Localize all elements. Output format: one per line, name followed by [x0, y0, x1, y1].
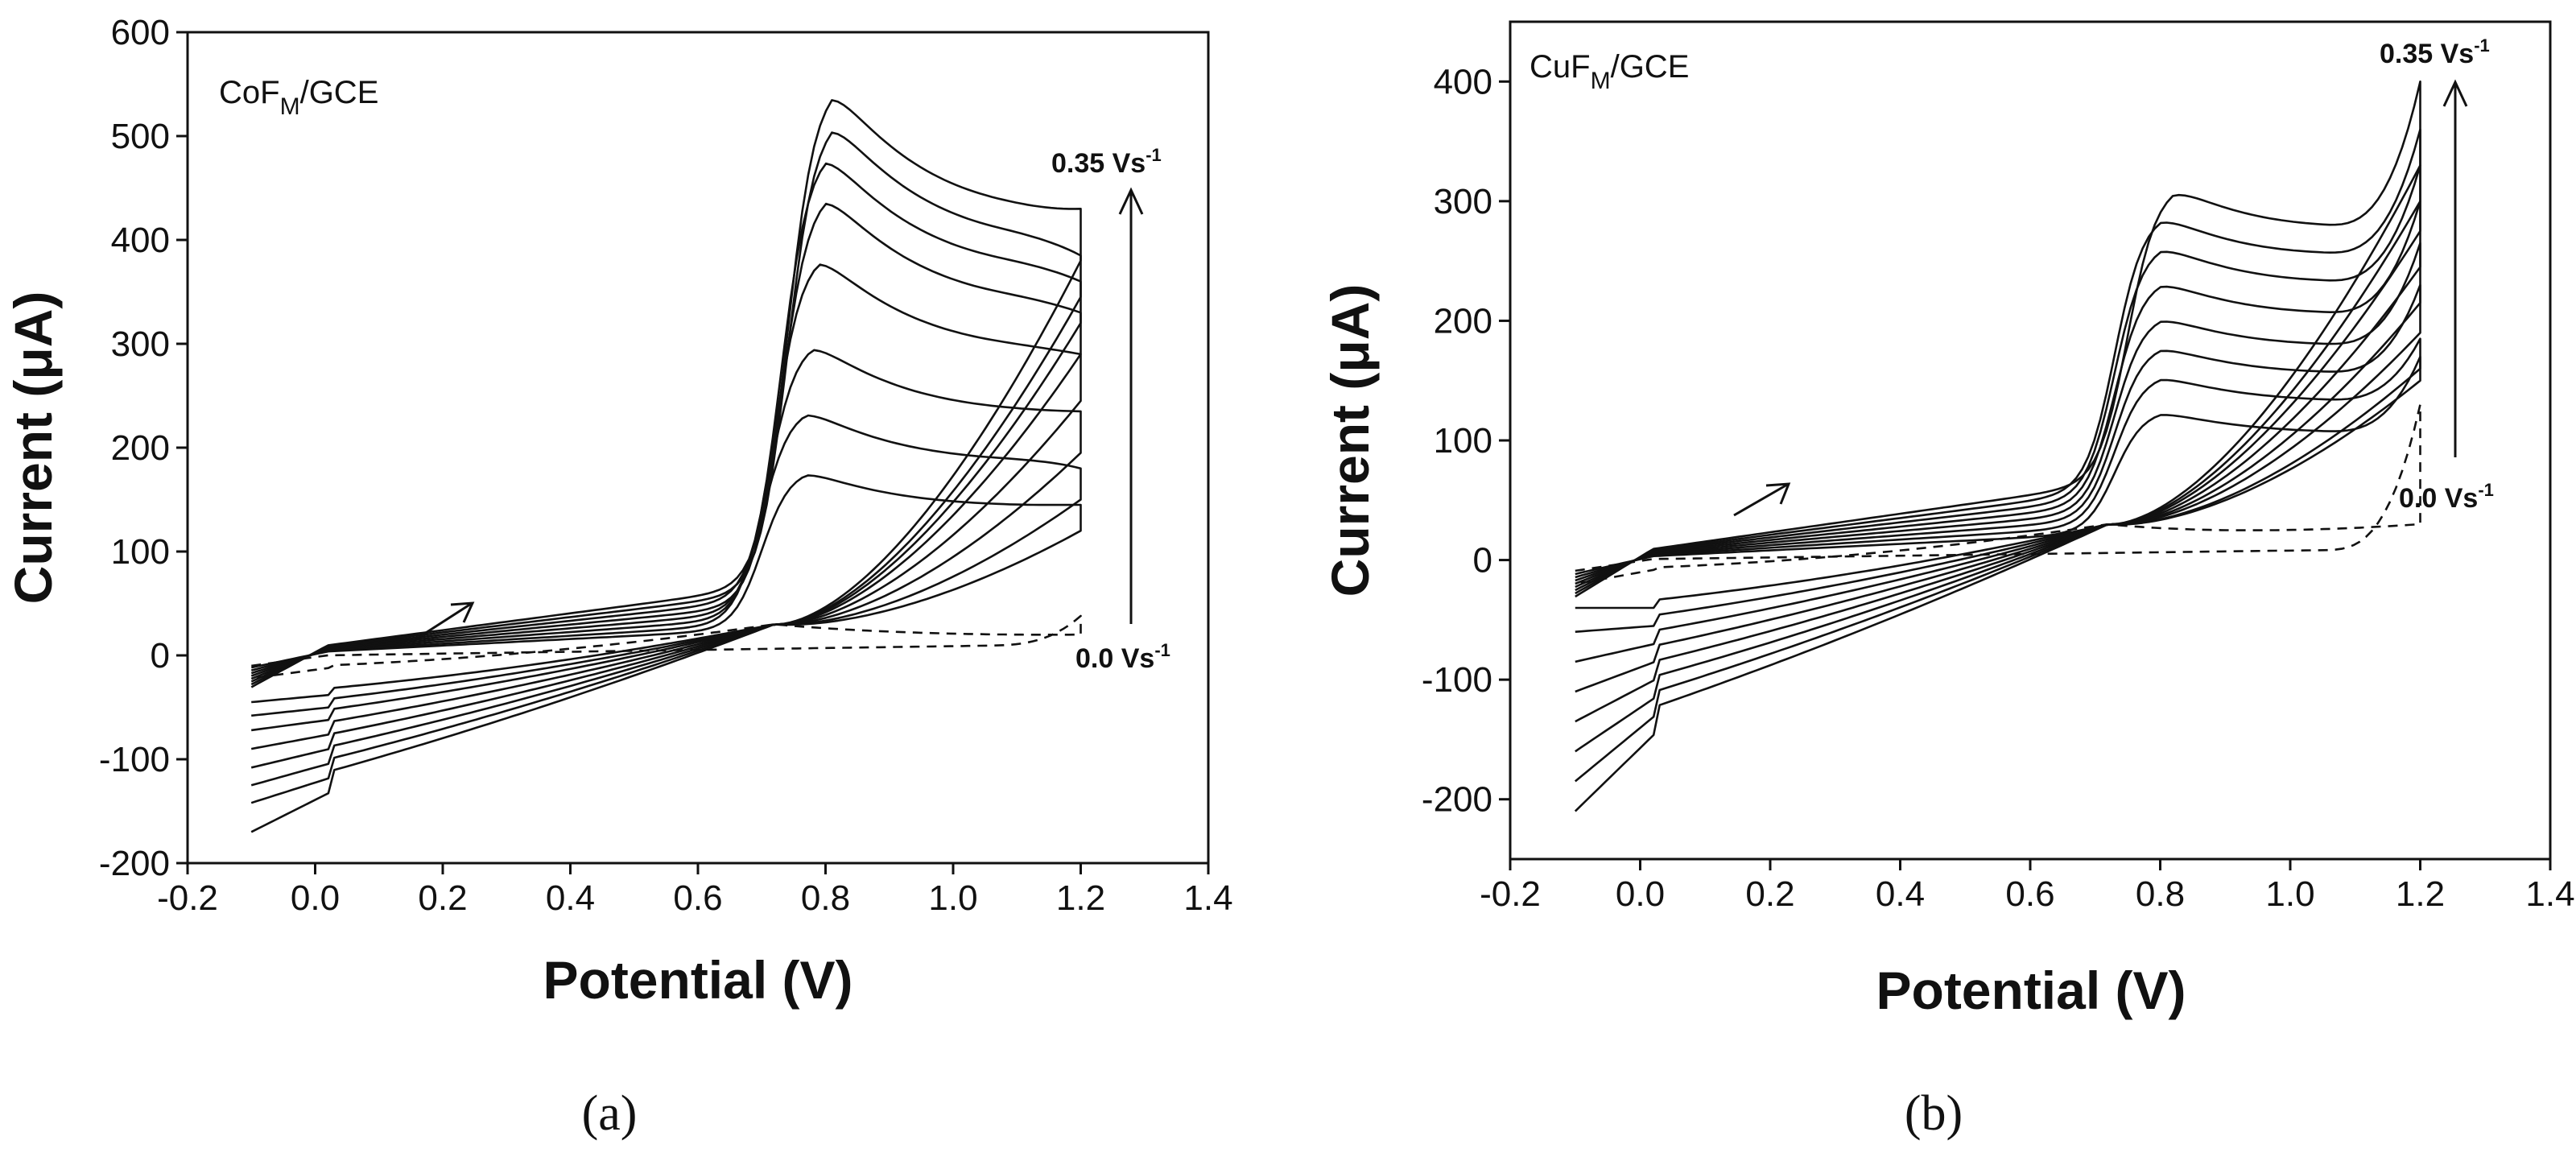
- axis-ticks-b: -0.2 0.0 0.2 0.4 0.6 0.8 1.0 1.2 1.4 -200 -100 0 100…: [1422, 62, 2575, 914]
- cv-curve-b-3: [1575, 283, 2421, 663]
- scan-rate-arrowhead-b: [2442, 79, 2468, 107]
- cv-curve-b-7: [1574, 128, 2421, 783]
- plot-frame-b: [1509, 20, 2552, 861]
- y-tick-label-b-3: 100: [1434, 421, 1492, 461]
- scan-direction-arrow-a: [416, 602, 472, 640]
- scan-rate-arrowhead-a: [1118, 187, 1144, 215]
- y-tick-label-a-4: 200: [111, 428, 170, 468]
- x-tick-label-b-8: 1.4: [2525, 874, 2574, 914]
- cv-curve-b-0: [1575, 403, 2421, 585]
- y-tick-label-b-0: -200: [1422, 780, 1492, 820]
- x-tick-label-b-4: 0.6: [2005, 874, 2054, 914]
- cv-curves-a: [250, 99, 1082, 833]
- cv-curve-b-6: [1575, 164, 2421, 753]
- scan-rate-high-label-a: 0.35 Vs-1: [1051, 145, 1162, 179]
- y-tick-label-a-5: 300: [111, 324, 170, 364]
- y-tick-label-b-1: -100: [1422, 660, 1492, 700]
- y-tick-label-b-5: 300: [1434, 182, 1492, 221]
- y-tick-label-a-6: 400: [111, 221, 170, 260]
- y-tick-label-a-2: 0: [151, 636, 170, 676]
- cv-curve-a-4: [250, 263, 1082, 750]
- cv-curve-a-8: [250, 99, 1082, 833]
- cv-curve-a-6: [250, 162, 1082, 787]
- scan-direction-arrow-b: [1733, 483, 1788, 517]
- cv-curve-b-8: [1574, 81, 2421, 812]
- y-tick-label-b-2: 0: [1473, 541, 1492, 581]
- cv-curve-a-5: [250, 202, 1082, 769]
- y-tick-label-a-0: -200: [99, 844, 170, 883]
- cv-curve-b-4: [1575, 242, 2421, 693]
- scan-rate-high-label-b: 0.35 Vs-1: [2380, 35, 2490, 69]
- x-tick-label-a-2: 0.2: [418, 878, 467, 918]
- scan-rate-low-label-b: 0.0 Vs-1: [2399, 480, 2494, 514]
- x-tick-label-a-1: 0.0: [291, 878, 340, 918]
- x-tick-label-a-8: 1.4: [1183, 878, 1232, 918]
- panel-label-a: (a): [582, 1086, 638, 1141]
- x-tick-label-a-7: 1.2: [1056, 878, 1105, 918]
- x-tick-label-b-7: 1.2: [2396, 874, 2445, 914]
- cv-curve-a-7: [250, 131, 1082, 804]
- x-tick-label-b-3: 0.4: [1876, 874, 1925, 914]
- x-tick-label-b-2: 0.2: [1745, 874, 1794, 914]
- y-axis-title-b: Current (μA): [1320, 284, 1380, 597]
- y-tick-label-b-6: 400: [1434, 62, 1492, 101]
- x-tick-label-a-5: 0.8: [801, 878, 850, 918]
- x-tick-label-a-0: -0.2: [157, 878, 218, 918]
- y-tick-label-a-3: 100: [111, 532, 170, 572]
- cv-curve-a-1: [251, 474, 1082, 704]
- cv-curve-b-2: [1575, 337, 2421, 633]
- cv-curve-a-0: [251, 614, 1082, 680]
- y-tick-label-a-7: 500: [111, 117, 170, 156]
- cv-curve-a-2: [250, 414, 1082, 717]
- x-tick-label-a-4: 0.6: [673, 878, 722, 918]
- scan-direction-arrowhead-a: [450, 601, 475, 623]
- chart-panel-b: -0.2 0.0 0.2 0.4 0.6 0.8 1.0 1.2 1.4 -200 -100 0 100…: [1320, 20, 2575, 1141]
- x-tick-label-b-6: 1.0: [2265, 874, 2314, 914]
- cv-curve-a-3: [250, 349, 1082, 732]
- x-tick-label-a-3: 0.4: [546, 878, 595, 918]
- panel-label-b: (b): [1905, 1086, 1963, 1141]
- x-tick-label-b-5: 0.8: [2136, 874, 2185, 914]
- x-tick-label-b-1: 0.0: [1616, 874, 1665, 914]
- x-tick-label-a-6: 1.0: [928, 878, 977, 918]
- y-tick-label-a-1: -100: [99, 740, 170, 779]
- x-tick-label-b-0: -0.2: [1480, 874, 1541, 914]
- x-axis-title-b: Potential (V): [1876, 961, 2186, 1020]
- y-tick-label-a-8: 600: [111, 13, 170, 52]
- scan-rate-low-label-a: 0.0 Vs-1: [1075, 640, 1170, 674]
- y-tick-label-b-4: 200: [1434, 301, 1492, 341]
- chart-panel-a: -0.2 0.0 0.2 0.4 0.6 0.8 1.0 1.2 1.4 -200 -100 0 100…: [3, 13, 1233, 1141]
- axis-ticks-a: -0.2 0.0 0.2 0.4 0.6 0.8 1.0 1.2 1.4 -200 -100 0 100…: [99, 13, 1233, 918]
- y-axis-title-a: Current (μA): [3, 291, 63, 605]
- x-axis-title-a: Potential (V): [543, 950, 852, 1010]
- scan-direction-arrowhead-b: [1765, 482, 1791, 505]
- electrode-label-b: CuFM/GCE: [1530, 49, 1689, 94]
- cv-curves-b: [1574, 81, 2421, 812]
- cv-curve-b-5: [1575, 200, 2421, 723]
- electrode-label-a: CoFM/GCE: [219, 75, 378, 120]
